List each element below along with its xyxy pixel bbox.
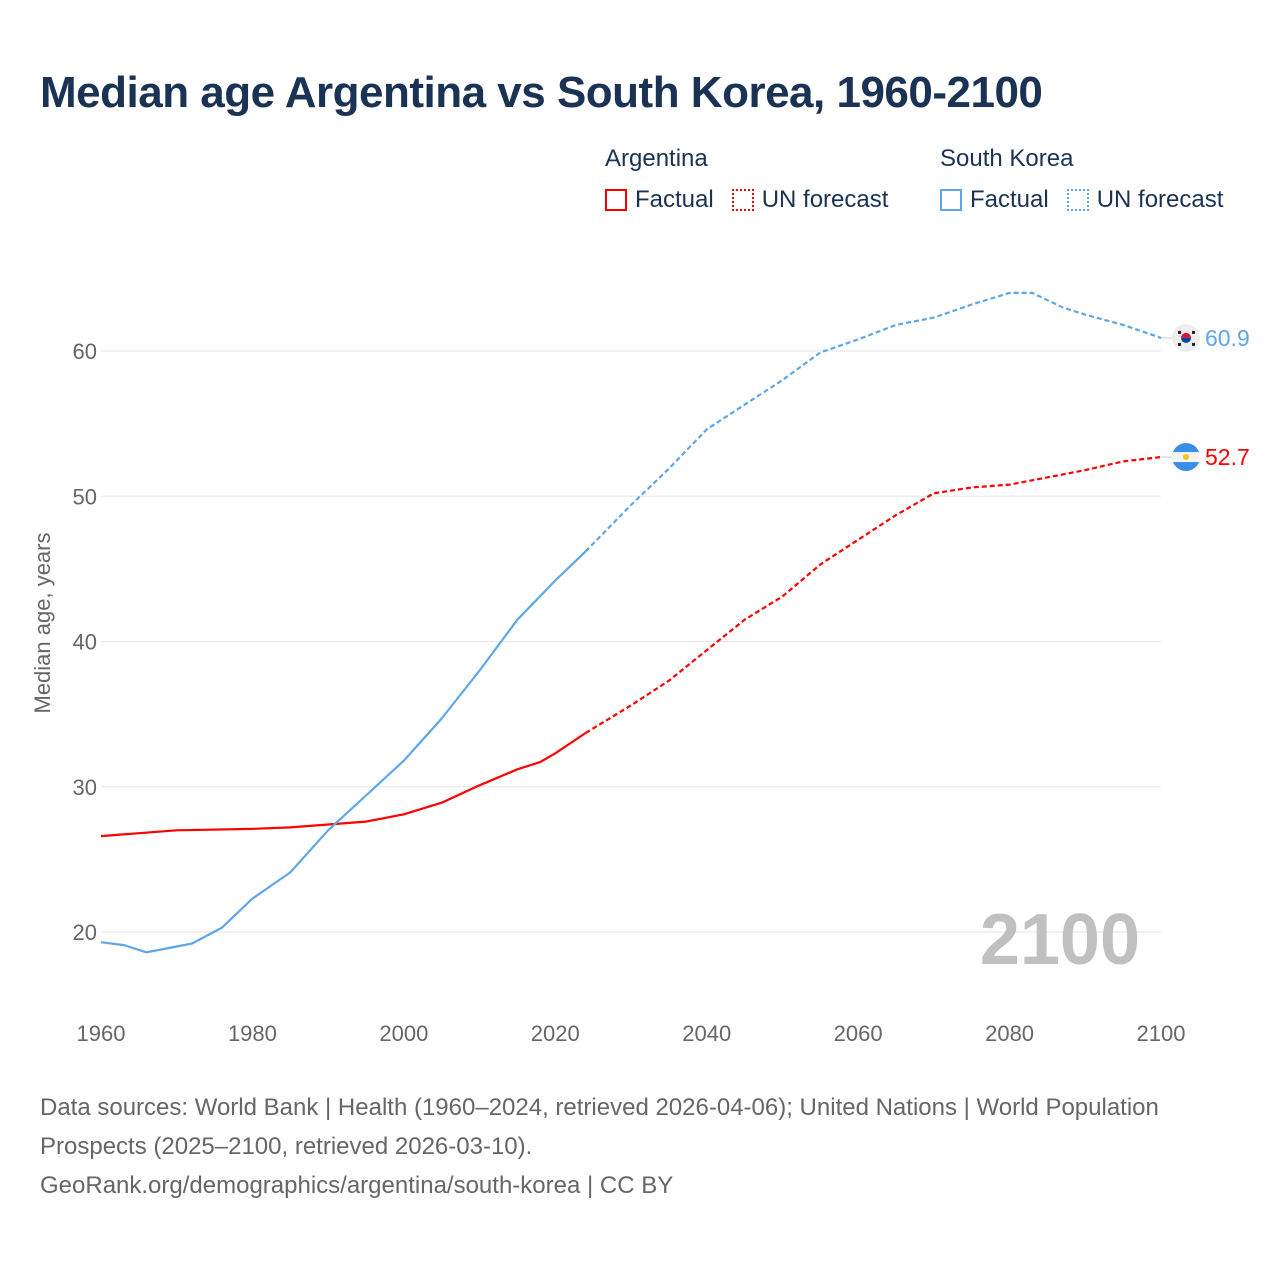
y-tick-label: 40 bbox=[73, 630, 97, 655]
footer: Data sources: World Bank | Health (1960–… bbox=[40, 1088, 1240, 1205]
legend-label: UN forecast bbox=[1096, 186, 1224, 213]
current-year-label: 2100 bbox=[980, 900, 1140, 980]
y-tick-label: 30 bbox=[73, 775, 97, 800]
x-tick-label: 2020 bbox=[531, 1021, 580, 1046]
trigram bbox=[1192, 330, 1195, 334]
chart-title: Median age Argentina vs South Korea, 196… bbox=[40, 68, 1043, 117]
x-tick-label: 2080 bbox=[985, 1021, 1034, 1046]
series-line-forecast-0 bbox=[585, 455, 1162, 734]
trigram bbox=[1178, 342, 1181, 346]
solid-swatch-icon bbox=[940, 189, 962, 211]
series-line-factual-0 bbox=[100, 732, 587, 838]
legend-label: UN forecast bbox=[761, 186, 889, 213]
y-tick-label: 50 bbox=[73, 484, 97, 509]
legend-argentina-factual[interactable]: Factual bbox=[605, 186, 714, 214]
trigram bbox=[1178, 330, 1181, 334]
trigram bbox=[1192, 342, 1195, 346]
legend-group-south-korea: South Korea bbox=[940, 145, 1074, 172]
dotted-swatch-icon bbox=[731, 189, 754, 211]
source-link[interactable]: GeoRank.org/demographics/argentina/south… bbox=[40, 1172, 674, 1199]
y-tick-label: 20 bbox=[73, 920, 97, 945]
sun-icon bbox=[1183, 454, 1189, 461]
x-tick-label: 2100 bbox=[1137, 1021, 1186, 1046]
y-axis-label: Median age, years bbox=[30, 533, 55, 714]
end-value-label: 60.9 bbox=[1205, 325, 1250, 351]
end-value-label: 52.7 bbox=[1205, 444, 1250, 470]
series-line-forecast-1 bbox=[584, 291, 1162, 553]
legend-group-argentina: Argentina bbox=[605, 145, 708, 172]
legend-korea-factual[interactable]: Factual bbox=[940, 186, 1049, 214]
south-korea-flag-icon bbox=[1172, 323, 1200, 352]
dotted-swatch-icon bbox=[1066, 189, 1089, 211]
legend-korea-forecast[interactable]: UN forecast bbox=[1066, 186, 1224, 214]
legend-argentina-forecast[interactable]: UN forecast bbox=[731, 186, 889, 214]
legend-row-argentina: Factual UN forecast bbox=[605, 186, 906, 214]
legend-label: Factual bbox=[970, 186, 1049, 213]
legend-label: Factual bbox=[635, 186, 714, 213]
x-tick-label: 1980 bbox=[228, 1021, 277, 1046]
taeguk-top bbox=[1181, 332, 1191, 338]
x-tick-label: 2060 bbox=[834, 1021, 883, 1046]
taeguk-bottom bbox=[1181, 337, 1191, 343]
x-tick-label: 2000 bbox=[379, 1021, 428, 1046]
data-sources: Data sources: World Bank | Health (1960–… bbox=[40, 1094, 1159, 1160]
x-tick-label: 1960 bbox=[77, 1021, 126, 1046]
legend-row-south-korea: Factual UN forecast bbox=[940, 186, 1241, 214]
y-tick-label: 60 bbox=[73, 339, 97, 364]
series-line-factual-1 bbox=[100, 550, 587, 954]
argentina-flag-icon bbox=[1172, 443, 1200, 472]
solid-swatch-icon bbox=[605, 189, 627, 211]
x-tick-label: 2040 bbox=[682, 1021, 731, 1046]
chart-plot: 20 30 40 50 60 1960 1980 2000 2020 2040 2060 2080 21… bbox=[30, 291, 1250, 1046]
